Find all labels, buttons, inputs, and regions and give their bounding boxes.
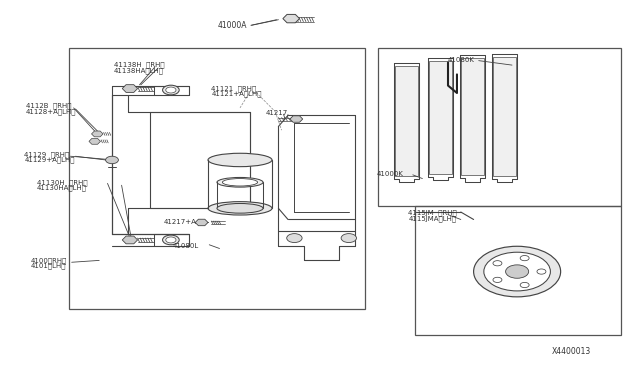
Text: 41128+A〈LH〉: 41128+A〈LH〉 (26, 108, 76, 115)
Text: 4115JM  〈RH〉: 4115JM 〈RH〉 (408, 209, 457, 216)
Text: 4115JMA〈LH〉: 4115JMA〈LH〉 (408, 215, 456, 222)
Circle shape (493, 277, 502, 282)
Text: 41129  〈RH〉: 41129 〈RH〉 (24, 151, 70, 158)
Text: 41121  〈RH〉: 41121 〈RH〉 (211, 85, 257, 92)
Text: 41000A: 41000A (218, 21, 247, 30)
Circle shape (520, 256, 529, 261)
Circle shape (520, 282, 529, 288)
Ellipse shape (217, 177, 263, 187)
Circle shape (163, 235, 179, 245)
Text: X4400013: X4400013 (552, 347, 591, 356)
Circle shape (506, 265, 529, 278)
Ellipse shape (223, 179, 258, 186)
Bar (415, 206, 621, 335)
Circle shape (484, 252, 550, 291)
Text: 41138H  〈RH〉: 41138H 〈RH〉 (114, 62, 164, 68)
Bar (429, 61, 452, 174)
Text: 41000K: 41000K (376, 171, 403, 177)
Circle shape (341, 234, 356, 243)
Circle shape (106, 156, 118, 164)
Circle shape (287, 234, 302, 243)
Text: 4100〈RH〉: 4100〈RH〉 (31, 257, 67, 264)
Circle shape (166, 87, 176, 93)
Circle shape (163, 85, 179, 95)
Bar (395, 66, 418, 176)
Text: 41121+A〈LH〉: 41121+A〈LH〉 (211, 91, 262, 97)
Text: 41217: 41217 (266, 110, 288, 116)
Bar (69, 48, 365, 309)
Text: 41138HA〈LH〉: 41138HA〈LH〉 (114, 67, 164, 74)
Text: 4101〈LH〉: 4101〈LH〉 (31, 263, 66, 269)
Bar (493, 57, 516, 176)
Text: 41130HA〈LH〉: 41130HA〈LH〉 (37, 185, 87, 191)
Circle shape (537, 269, 546, 274)
Ellipse shape (208, 153, 272, 167)
Text: 41129+A〈LH〉: 41129+A〈LH〉 (24, 157, 75, 163)
Ellipse shape (217, 203, 263, 213)
Text: 41130H  〈RH〉: 41130H 〈RH〉 (37, 179, 88, 186)
Circle shape (166, 237, 176, 243)
Text: 4112B  〈RH〉: 4112B 〈RH〉 (26, 103, 71, 109)
Bar (461, 58, 484, 175)
Ellipse shape (208, 202, 272, 215)
Bar (378, 48, 621, 206)
Circle shape (474, 246, 561, 297)
Text: 41080K: 41080K (448, 57, 475, 63)
Text: 41217+A: 41217+A (164, 219, 196, 225)
Text: 41080L: 41080L (173, 243, 199, 248)
Circle shape (493, 261, 502, 266)
